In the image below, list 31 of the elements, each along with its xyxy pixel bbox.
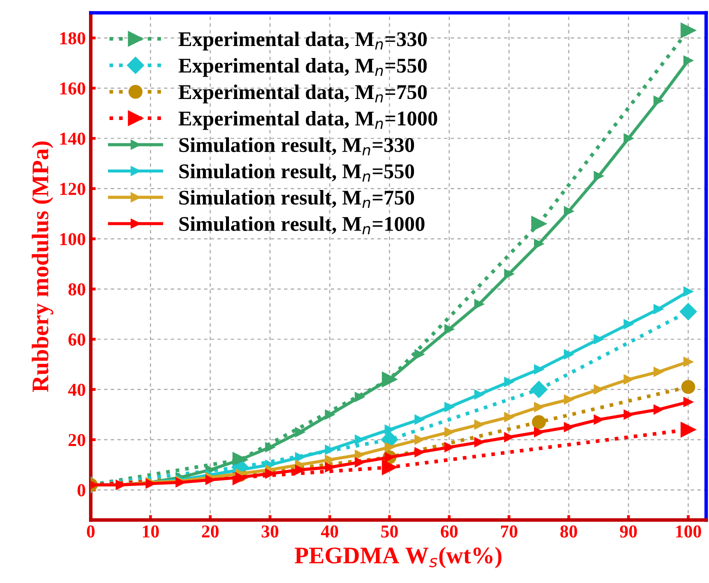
- x-tick-label: 50: [381, 525, 398, 538]
- x-axis-title: PEGDMA W$_{s}$(wt%): [294, 546, 502, 568]
- y-axis-title: Rubbery modulus (MPa): [32, 142, 54, 392]
- x-tick-label: 10: [142, 525, 159, 538]
- y-tick-label: 80: [68, 283, 86, 296]
- legend-label: Experimental data, M$_{n}$=550: [178, 58, 427, 77]
- legend-label: Experimental data, M$_{n}$=1000: [178, 110, 438, 130]
- x-tick-label: 40: [320, 525, 338, 538]
- x-tick-label: 100: [676, 525, 702, 538]
- y-tick-label: 180: [60, 32, 86, 44]
- legend-label: Simulation result, M$_{n}$=750: [179, 190, 414, 208]
- y-tick-label: 0: [78, 484, 86, 496]
- legend-label: Simulation result, M$_{n}$=550: [179, 164, 414, 182]
- x-tick-label: 80: [560, 525, 578, 538]
- x-tick-label: 30: [262, 525, 278, 538]
- y-tick-label: 100: [60, 233, 86, 246]
- legend-label: Simulation result, M$_{n}$=330: [179, 137, 414, 156]
- x-tick-label: 70: [501, 525, 518, 538]
- x-tick-label: 20: [202, 525, 219, 538]
- x-tick-label: 60: [440, 525, 458, 538]
- y-tick-label: 120: [60, 182, 86, 196]
- x-tick-label: 90: [620, 525, 637, 538]
- y-tick-label: 40: [68, 384, 86, 396]
- legend-label: Experimental data, M$_{n}$=330: [178, 32, 427, 50]
- y-tick-label: 20: [68, 434, 86, 446]
- x-tick-label: 0: [86, 525, 95, 538]
- legend-label: Simulation result, M$_{n}$=1000: [179, 216, 424, 234]
- y-tick-label: 60: [68, 334, 86, 346]
- y-tick-label: 140: [60, 132, 86, 145]
- y-tick-label: 160: [60, 82, 86, 95]
- legend-label: Experimental data, M$_{n}$=750: [178, 84, 427, 104]
